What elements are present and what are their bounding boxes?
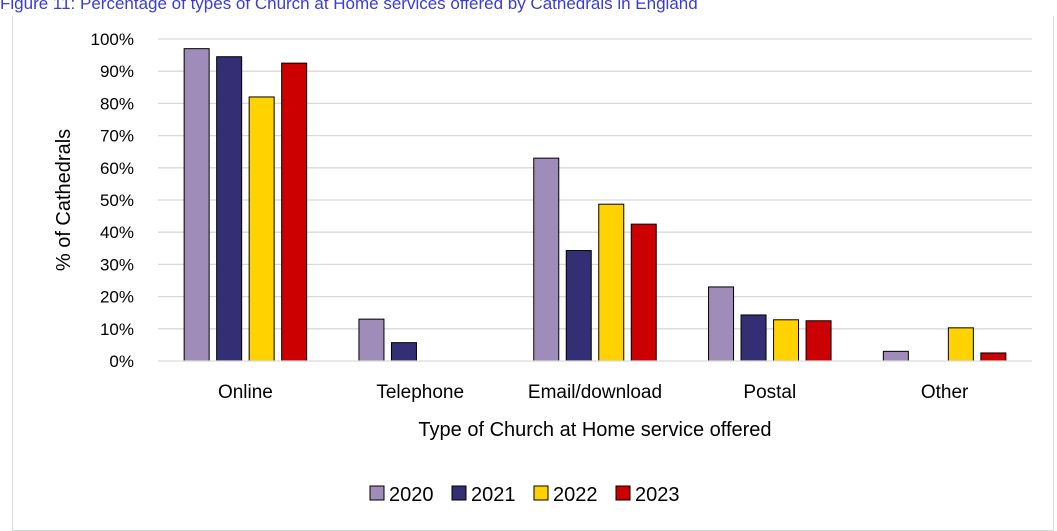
bar-2020-postal (708, 286, 735, 362)
legend-label-2020: 2020 (389, 484, 434, 506)
legend-label-2021: 2021 (471, 484, 516, 506)
y-tick-label: 60% (100, 159, 134, 178)
bar-2020-email-download (533, 157, 560, 362)
legend: 2020 2021 2022 2023 (369, 484, 680, 506)
bar-2020-online (183, 48, 210, 362)
legend-label-2023: 2023 (635, 484, 680, 506)
x-tick-label: Telephone (376, 382, 464, 403)
bar-2020-other (882, 350, 909, 362)
legend-swatch-2020 (369, 485, 385, 501)
x-tick-label: Online (218, 382, 273, 403)
bar-2023-other (980, 352, 1007, 362)
y-tick-label: 90% (100, 62, 134, 81)
y-axis-tick-labels: 0% 10% 20% 30% 40% 50% 60% 70% 80% 90% 100% (91, 30, 134, 371)
bar-2022-online (248, 96, 275, 362)
x-tick-label: Other (921, 382, 969, 403)
bars (183, 48, 1007, 362)
bar-2023-online (281, 62, 308, 362)
y-tick-label: 50% (100, 191, 134, 210)
bar-2021-telephone (390, 342, 417, 362)
bar-2021-online (216, 56, 243, 362)
y-axis-title: % of Cathedrals (53, 129, 75, 271)
legend-label-2022: 2022 (553, 484, 598, 506)
bar-2022-postal (773, 319, 800, 362)
x-axis-title: Type of Church at Home service offered (418, 419, 771, 441)
bar-2022-other (947, 327, 974, 362)
y-tick-label: 10% (100, 320, 134, 339)
x-axis-tick-labels: Online Telephone Email/download Postal Other (218, 382, 969, 403)
legend-swatch-2023 (615, 485, 631, 501)
y-tick-label: 80% (100, 94, 134, 113)
bar-2021-email-download (565, 250, 592, 362)
bar-2023-email-download (630, 223, 657, 362)
x-tick-label: Email/download (528, 382, 662, 403)
y-tick-label: 20% (100, 288, 134, 307)
x-tick-label: Postal (743, 382, 796, 403)
y-tick-label: 0% (109, 352, 134, 371)
bar-2023-postal (805, 320, 832, 362)
bar-2022-email-download (598, 203, 625, 362)
bar-2020-telephone (358, 318, 385, 362)
legend-swatch-2022 (533, 485, 549, 501)
legend-swatch-2021 (451, 485, 467, 501)
y-tick-label: 70% (100, 127, 134, 146)
figure-caption: Figure 11: Percentage of types of Church… (0, 0, 698, 13)
y-tick-label: 30% (100, 255, 134, 274)
bar-2021-postal (740, 314, 767, 362)
y-tick-label: 40% (100, 223, 134, 242)
y-tick-label: 100% (91, 30, 134, 49)
